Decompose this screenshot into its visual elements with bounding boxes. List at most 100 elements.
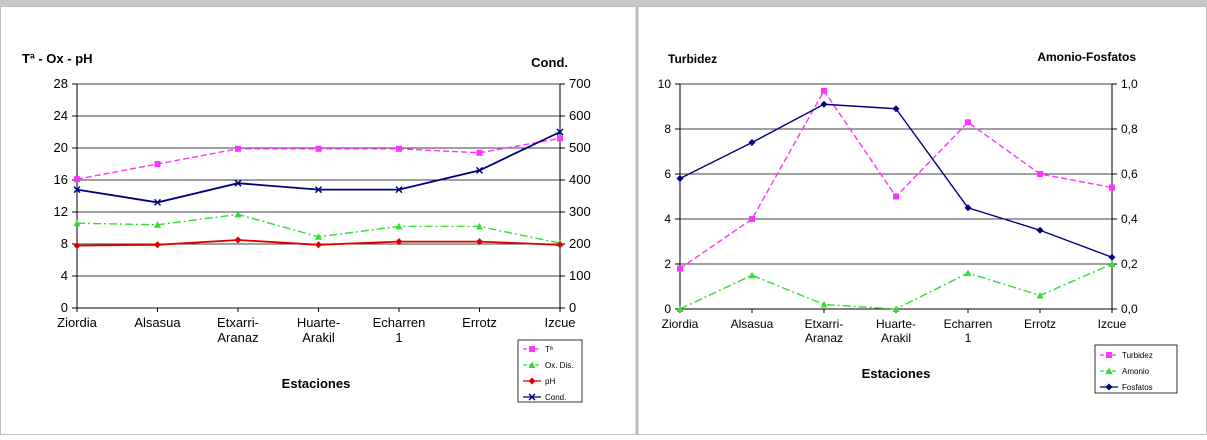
y-left-tick-label: 2 [664,257,671,271]
y-left-tick-label: 8 [61,236,68,251]
data-point-t [396,145,402,152]
data-point-ox-dis [395,222,403,230]
data-point-fosfatos [676,175,684,182]
y-right-tick-label: 300 [569,204,591,219]
data-point-fosfatos [892,105,900,113]
data-point-amonio [820,301,828,308]
data-point-cond [395,186,403,194]
y-left-tick-label: 0 [664,302,671,316]
y-right-tick-label: 0 [569,300,576,315]
x-tick-label-ziordia: Ziordia [662,317,699,331]
x-tick-label-etxarri-aranaz: Etxarri-Aranaz [805,317,844,345]
data-point-t [74,176,80,183]
y-left-tick-label: 28 [54,76,68,91]
x-tick-label-etxarri-aranaz: Etxarri-Aranaz [217,315,259,345]
data-point-amonio [1108,260,1116,267]
legend-label-ox-dis: Ox. Dis. [545,361,573,370]
data-point-turbidez [893,193,899,200]
data-point-amonio [964,269,972,276]
data-point-fosfatos [820,100,828,108]
data-point-t [235,145,241,152]
data-point-turbidez [1109,184,1115,191]
legend-box [517,339,583,403]
data-point-cond [475,166,484,174]
chart-left-title: Turbidez [668,52,717,66]
legend-label-turbidez: Turbidez [1122,351,1153,360]
y-right-tick-label: 0,6 [1121,167,1138,181]
data-point-t [315,145,322,152]
data-point-ph [315,241,322,249]
data-point-t [557,135,563,142]
x-tick-label-alsasua: Alsasua [134,315,181,330]
data-point-turbidez [965,119,971,126]
y-right-tick-label: 0,8 [1121,122,1138,136]
legend: Tª Ox. Dis. pH Cond. [517,339,583,403]
data-point-ox-dis [73,219,81,227]
data-point-ph [476,238,483,246]
x-tick-label-huarte-arakil: Huarte-Arakil [297,315,340,345]
legend-label-t: Tª [545,345,553,354]
y-left-tick-label: 6 [664,167,671,181]
legend-marker-amonio [1105,367,1113,374]
outer-frame [0,6,1207,435]
chart-right-title: Cond. [531,55,568,70]
data-point-turbidez [1037,171,1043,177]
y-right-tick-label: 500 [569,140,591,155]
legend-label-cond: Cond. [545,393,566,402]
data-point-cond [234,179,242,187]
y-right-tick-label: 0,4 [1121,212,1138,226]
data-point-amonio [1036,292,1044,299]
top-strip [0,0,1207,6]
data-point-t [154,161,161,167]
chart-panel-left: Tª - Ox - pH Cond. Estaciones 0 4 8 12 16 20 2… [22,51,591,403]
legend-marker-t [529,346,535,352]
data-point-ph [395,238,403,246]
x-tick-label-errotz: Errotz [1024,317,1056,331]
y-left-tick-label: 8 [664,122,671,136]
data-point-cond [73,186,81,194]
legend-marker-ox-dis [528,361,536,368]
data-point-ox-dis [154,221,161,228]
legend-marker-turbidez [1106,352,1112,358]
x-tick-label-echarren-1: Echarren 1 [944,317,993,345]
y-right-tick-label: 700 [569,76,591,91]
data-point-turbidez [677,265,683,272]
y-right-tick-label: 100 [569,268,591,283]
y-left-tick-label: 10 [658,77,672,91]
chart-left-title: Tª - Ox - pH [22,51,93,66]
data-point-fosfatos [748,139,756,146]
legend-marker-ph [528,377,536,385]
x-tick-label-izcue: Izcue [1098,317,1127,331]
data-point-cond [314,186,323,194]
x-tick-label-errotz: Errotz [462,315,497,330]
y-left-tick-label: 12 [54,204,68,219]
data-point-ph [154,241,161,249]
data-point-ox-dis [234,210,242,218]
x-tick-label-ziordia: Ziordia [57,315,98,330]
y-left-tick-label: 4 [61,268,68,283]
y-right-tick-label: 1,0 [1121,77,1138,91]
y-left-tick-label: 0 [61,300,68,315]
x-tick-label-echarren-1: Echarren 1 [373,315,426,345]
data-point-cond [153,198,162,206]
legend-marker-fosfatos [1105,383,1113,391]
data-point-amonio [748,271,756,279]
y-right-tick-label: 0,2 [1121,257,1138,271]
chart-right-title: Amonio-Fosfatos [1037,50,1136,64]
data-point-ph [556,241,564,249]
legend-label-ph: pH [545,377,555,386]
data-point-amonio [676,305,684,312]
data-point-fosfatos [964,204,972,212]
y-left-tick-label: 20 [54,140,68,155]
data-point-ox-dis [476,222,483,230]
legend-label-amonio: Amonio [1122,367,1150,376]
x-tick-label-huarte-arakil: Huarte-Arakil [876,317,916,345]
plot-area: 0 2 4 6 8 10 0,0 0,2 0,4 0,6 0,8 1,0 Ziordia Alsasua E… [658,77,1138,345]
plot-area: 0 4 8 12 16 20 24 28 0 100 200 300 400 500 600 700 Ziord… [54,76,591,345]
chart-panel-right: Turbidez Amonio-Fosfatos Estaciones 0 2 4 6… [658,50,1178,394]
data-point-cond [556,128,564,136]
y-left-tick-label: 16 [54,172,68,187]
data-point-turbidez [821,87,827,94]
